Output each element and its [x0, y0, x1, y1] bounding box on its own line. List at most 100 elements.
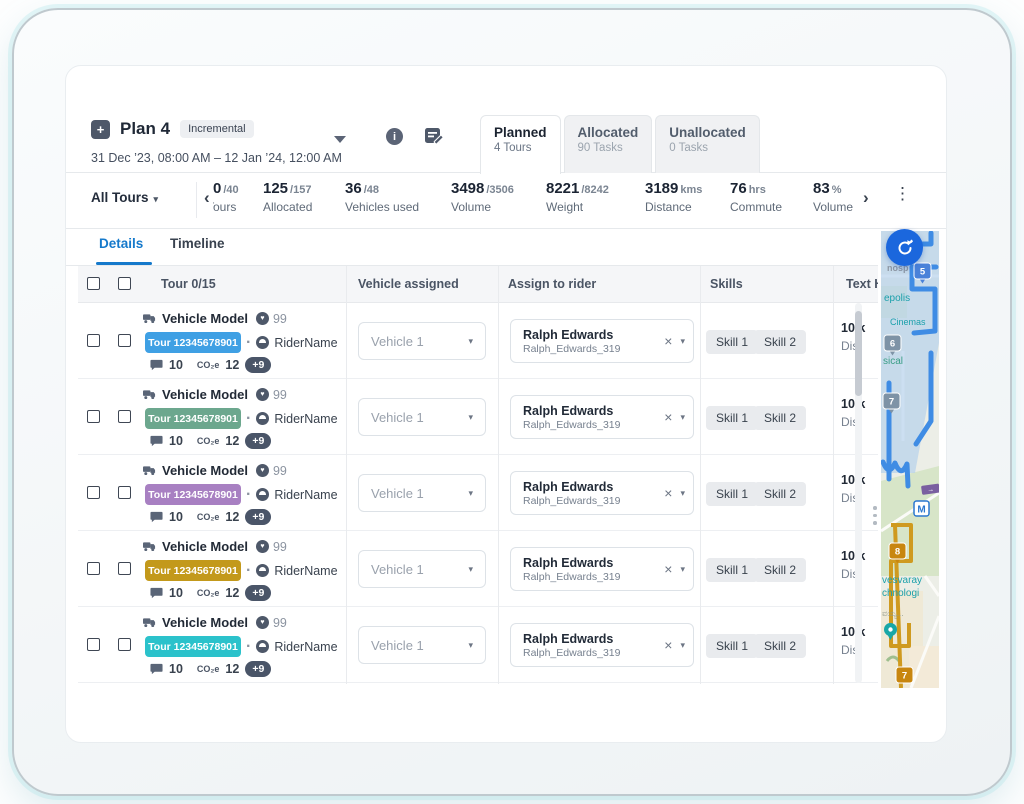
tab-timeline[interactable]: Timeline [170, 236, 225, 251]
rider-icon [256, 336, 270, 349]
assigned-rider-username: Ralph_Edwards_319 [523, 342, 621, 355]
close-icon[interactable]: × [664, 333, 673, 349]
tour-filter-dropdown[interactable]: All Tours ▾ [91, 190, 159, 205]
map-label-cinema-1: epolis [884, 293, 910, 304]
select-all-checkbox-inner[interactable] [118, 277, 131, 290]
chevron-down-icon[interactable]: ▾ [680, 563, 685, 574]
close-icon[interactable]: × [664, 409, 673, 425]
distance-label: Dis [841, 643, 859, 657]
tab-planned[interactable]: Planned 4 Tours [480, 115, 561, 174]
dot-separator: · [246, 485, 252, 503]
tour-badge[interactable]: Tour 12345678901 [145, 484, 241, 505]
chevron-down-icon: ▾ [468, 411, 473, 422]
tab-allocated[interactable]: Allocated 90 Tasks [563, 115, 653, 173]
skill-chip: Skill 1 [706, 406, 759, 430]
scrollbar-thumb[interactable] [855, 311, 862, 396]
stats-scroll-right-button[interactable]: › [863, 188, 869, 207]
stat-value: 125 [263, 180, 289, 197]
map-panel[interactable]: nosp epolis Cinemas sical vesvaray chnol… [881, 231, 939, 688]
tour-badge[interactable]: Tour 12345678901 [145, 636, 241, 657]
refresh-icon [898, 239, 913, 254]
assigned-rider-name: Ralph Edwards [523, 327, 614, 342]
chevron-down-icon[interactable]: ▾ [680, 487, 685, 498]
vehicle-select[interactable]: Vehicle 1 ▾ [358, 474, 486, 512]
table-body: Vehicle Model ♥ 99 Tour 12345678901 · Ri… [78, 303, 878, 683]
more-count-badge[interactable]: +9 [245, 585, 272, 601]
map-label-musical: sical [883, 356, 903, 367]
capacity-value: 99 [272, 463, 287, 478]
tour-badge[interactable]: Tour 12345678901 [145, 560, 241, 581]
map-marker-7b[interactable]: 7 [895, 666, 914, 684]
column-header-skills: Skills [710, 277, 743, 291]
rider-combobox[interactable]: Ralph Edwards Ralph_Edwards_319 × ▾ [510, 547, 694, 591]
tab-details[interactable]: Details [99, 236, 144, 251]
info-icon[interactable]: i [386, 128, 403, 145]
rider-combobox[interactable]: Ralph Edwards Ralph_Edwards_319 × ▾ [510, 319, 694, 363]
tab-unallocated[interactable]: Unallocated 0 Tasks [655, 115, 760, 173]
tour-badge[interactable]: Tour 12345678901 [145, 408, 241, 429]
vehicle-select[interactable]: Vehicle 1 ▾ [358, 322, 486, 360]
plan-type-badge: Incremental [180, 120, 254, 138]
map-marker-7[interactable]: 7 [882, 392, 901, 414]
map-marker-5[interactable]: 5 [913, 262, 932, 284]
chevron-down-icon[interactable]: ▾ [680, 335, 685, 346]
stat-item: 83% Volume [813, 180, 863, 214]
divider [196, 182, 197, 218]
more-count-badge[interactable]: +9 [245, 661, 272, 677]
select-all-checkbox-outer[interactable] [87, 277, 100, 290]
skill-chip: Skill 1 [706, 558, 759, 582]
co2-icon: CO₂e [196, 588, 220, 598]
metro-line-icon: → [921, 483, 939, 495]
rider-combobox[interactable]: Ralph Edwards Ralph_Edwards_319 × ▾ [510, 395, 694, 439]
svg-text:M: M [917, 505, 925, 516]
row-checkbox-outer[interactable] [87, 334, 100, 347]
capacity-value: 99 [272, 539, 287, 554]
tour-badge[interactable]: Tour 12345678901 [145, 332, 241, 353]
comment-count: 10 [169, 510, 183, 524]
chevron-down-icon[interactable]: ▾ [680, 411, 685, 422]
row-checkbox-outer[interactable] [87, 410, 100, 423]
more-count-badge[interactable]: +9 [245, 433, 272, 449]
row-checkbox-inner[interactable] [118, 334, 131, 347]
map-marker-6[interactable]: 6 [883, 334, 902, 356]
vehicle-select[interactable]: Vehicle 1 ▾ [358, 550, 486, 588]
row-checkbox-outer[interactable] [87, 486, 100, 499]
map-marker-8[interactable]: 8 [888, 542, 907, 564]
vehicle-select[interactable]: Vehicle 1 ▾ [358, 398, 486, 436]
map-refresh-button[interactable] [886, 229, 923, 266]
metro-station-icon: M [913, 500, 930, 517]
svg-text:7: 7 [902, 671, 907, 682]
edit-plan-icon[interactable] [424, 126, 444, 151]
rider-combobox[interactable]: Ralph Edwards Ralph_Edwards_319 × ▾ [510, 623, 694, 667]
vehicle-model-label: Vehicle Model [162, 615, 248, 630]
close-icon[interactable]: × [664, 561, 673, 577]
table-row: Vehicle Model ♥ 99 Tour 12345678901 · Ri… [78, 303, 878, 379]
plan-caret-down-icon[interactable] [334, 136, 346, 143]
map-label-college-2: chnologi [882, 588, 919, 599]
chevron-down-icon: ▾ [153, 194, 159, 204]
row-checkbox-inner[interactable] [118, 562, 131, 575]
more-count-badge[interactable]: +9 [245, 509, 272, 525]
chevron-down-icon[interactable]: ▾ [680, 639, 685, 650]
row-checkbox-inner[interactable] [118, 486, 131, 499]
table-header-row: Tour 0/15 Vehicle assigned Assign to rid… [78, 266, 878, 303]
row-checkbox-inner[interactable] [118, 638, 131, 651]
panel-drag-handle[interactable] [873, 506, 877, 529]
close-icon[interactable]: × [664, 637, 673, 653]
tours-table: Tour 0/15 Vehicle assigned Assign to rid… [78, 266, 878, 684]
rider-icon [256, 412, 270, 425]
more-count-badge[interactable]: +9 [245, 357, 272, 373]
rider-combobox[interactable]: Ralph Edwards Ralph_Edwards_319 × ▾ [510, 471, 694, 515]
row-checkbox-outer[interactable] [87, 638, 100, 651]
close-icon[interactable]: × [664, 485, 673, 501]
row-checkbox-outer[interactable] [87, 562, 100, 575]
vehicle-select[interactable]: Vehicle 1 ▾ [358, 626, 486, 664]
stat-value: 8221 [546, 180, 580, 197]
row-checkbox-inner[interactable] [118, 410, 131, 423]
co2-count: 12 [225, 662, 240, 676]
co2-icon: CO₂e [196, 512, 220, 522]
kebab-menu-icon[interactable]: ⋮ [894, 184, 911, 203]
truck-icon [143, 618, 156, 628]
stats-scroll-left-button[interactable]: ‹ [204, 188, 210, 207]
capacity-value: 99 [272, 311, 287, 326]
